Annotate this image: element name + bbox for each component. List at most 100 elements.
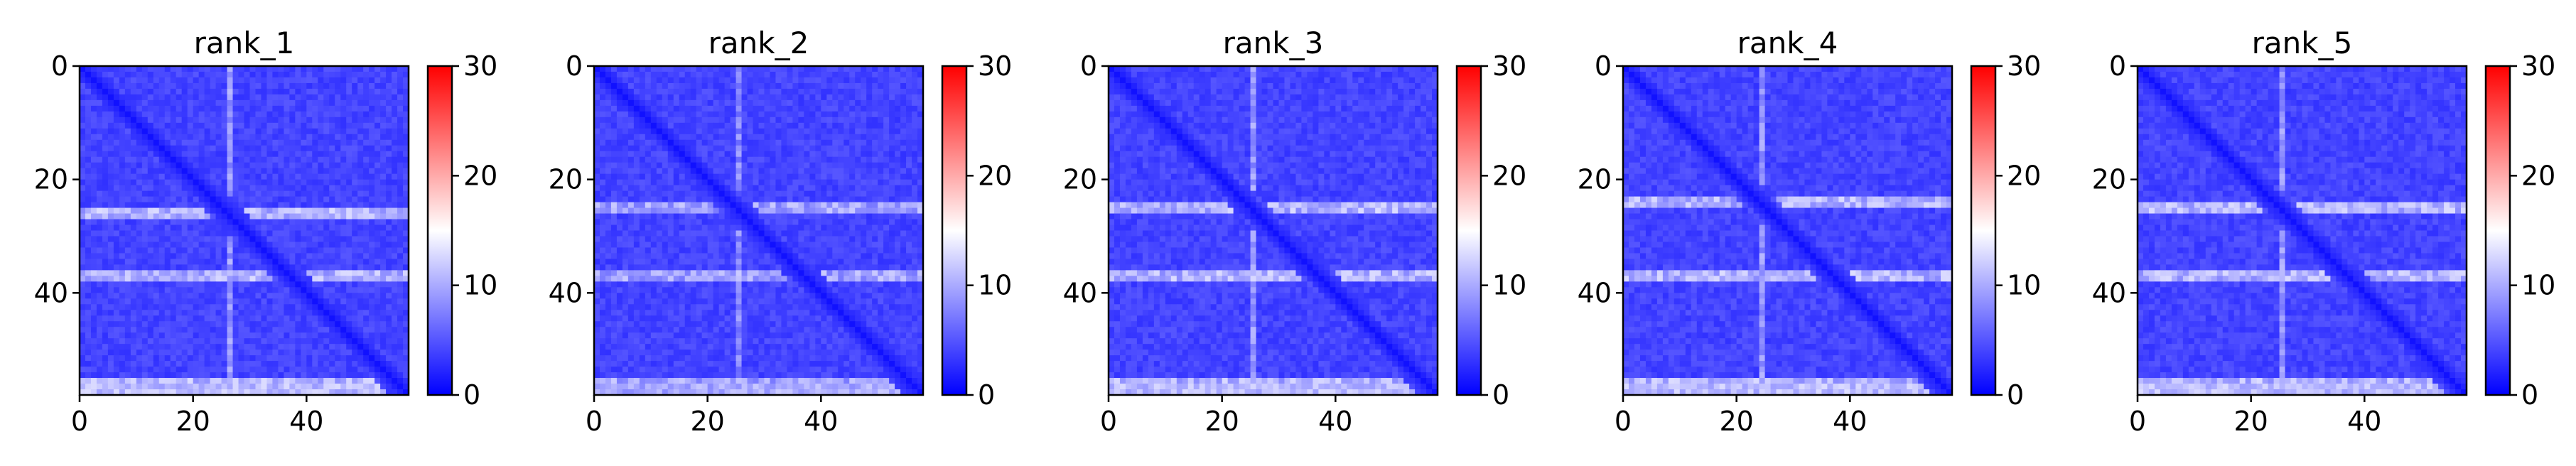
heatmap-cell bbox=[329, 298, 335, 305]
heatmap-cell bbox=[261, 145, 268, 152]
heatmap-cell bbox=[397, 134, 404, 141]
heatmap-cell bbox=[261, 224, 268, 232]
heatmap-cell bbox=[204, 71, 211, 78]
heatmap-cell bbox=[312, 361, 318, 367]
heatmap-cell bbox=[102, 207, 109, 215]
heatmap-cell bbox=[119, 236, 126, 243]
heatmap-cell bbox=[198, 372, 205, 379]
heatmap-cell bbox=[210, 367, 217, 373]
heatmap-cell bbox=[403, 253, 409, 260]
heatmap-cell bbox=[730, 111, 737, 118]
heatmap-cell bbox=[357, 332, 364, 339]
heatmap-cell bbox=[164, 207, 171, 215]
heatmap-cell bbox=[221, 230, 228, 237]
heatmap-cell bbox=[306, 213, 313, 220]
heatmap-cell bbox=[170, 389, 177, 396]
heatmap-cell bbox=[244, 219, 251, 226]
heatmap-cell bbox=[335, 173, 341, 180]
heatmap-cell bbox=[232, 202, 239, 209]
heatmap-cell bbox=[198, 179, 205, 186]
heatmap-cell bbox=[403, 350, 409, 356]
heatmap-cell bbox=[696, 88, 703, 95]
heatmap-cell bbox=[249, 264, 257, 271]
heatmap-cell bbox=[176, 372, 183, 379]
heatmap-cell bbox=[193, 202, 200, 209]
heatmap-cell bbox=[741, 139, 748, 146]
heatmap-cell bbox=[80, 173, 86, 180]
heatmap-cell bbox=[119, 139, 126, 146]
heatmap-cell bbox=[278, 116, 284, 124]
heatmap-cell bbox=[244, 111, 251, 118]
heatmap-cell bbox=[346, 179, 352, 186]
heatmap-cell bbox=[158, 77, 166, 84]
heatmap-cell bbox=[340, 185, 347, 192]
heatmap-cell bbox=[215, 224, 222, 232]
heatmap-cell bbox=[255, 389, 262, 396]
heatmap-cell bbox=[147, 71, 154, 78]
heatmap-cell bbox=[374, 179, 381, 186]
heatmap-cell bbox=[170, 105, 177, 112]
heatmap-cell bbox=[176, 321, 183, 327]
heatmap-cell bbox=[764, 88, 771, 95]
heatmap-cell bbox=[900, 111, 907, 118]
heatmap-cell bbox=[340, 219, 347, 226]
heatmap-cell bbox=[284, 264, 290, 271]
heatmap-cell bbox=[352, 145, 358, 152]
heatmap-cell bbox=[764, 139, 771, 146]
heatmap-cell bbox=[158, 151, 166, 158]
heatmap-cell bbox=[215, 253, 222, 260]
heatmap-cell bbox=[335, 196, 341, 203]
heatmap-cell bbox=[141, 168, 149, 175]
heatmap-cell bbox=[650, 66, 657, 72]
heatmap-cell bbox=[261, 355, 268, 362]
heatmap-cell bbox=[272, 156, 279, 163]
heatmap-cell bbox=[102, 151, 109, 158]
heatmap-cell bbox=[374, 389, 381, 396]
heatmap-cell bbox=[329, 128, 335, 135]
heatmap-cell bbox=[804, 139, 810, 146]
heatmap-cell bbox=[380, 327, 387, 333]
heatmap-cell bbox=[798, 139, 804, 146]
heatmap-cell bbox=[363, 338, 370, 345]
heatmap-cell bbox=[787, 156, 793, 163]
heatmap-cell bbox=[215, 367, 222, 373]
heatmap-cell bbox=[318, 162, 324, 169]
heatmap-cell bbox=[770, 128, 777, 135]
heatmap-cell bbox=[136, 94, 143, 101]
heatmap-cell bbox=[301, 71, 307, 78]
heatmap-cell bbox=[866, 190, 873, 197]
heatmap-cell bbox=[124, 185, 131, 192]
heatmap-cell bbox=[204, 77, 211, 84]
heatmap-cell bbox=[80, 207, 86, 215]
heatmap-cell bbox=[204, 207, 211, 215]
heatmap-cell bbox=[826, 156, 833, 163]
heatmap-cell bbox=[792, 134, 799, 141]
heatmap-cell bbox=[650, 179, 657, 186]
heatmap-cell bbox=[662, 77, 669, 84]
heatmap-cell bbox=[153, 338, 160, 345]
heatmap-cell bbox=[690, 190, 697, 197]
heatmap-cell bbox=[889, 66, 895, 72]
heatmap-cell bbox=[374, 207, 381, 215]
heatmap-cell bbox=[804, 71, 810, 78]
heatmap-cell bbox=[832, 77, 839, 84]
heatmap-cell bbox=[352, 179, 358, 186]
heatmap-cell bbox=[170, 202, 177, 209]
heatmap-cell bbox=[113, 298, 120, 305]
heatmap-cell bbox=[889, 139, 895, 146]
heatmap-cell bbox=[187, 389, 194, 396]
heatmap-cell bbox=[124, 213, 131, 220]
heatmap-cell bbox=[176, 207, 183, 215]
heatmap-cell bbox=[380, 77, 387, 84]
heatmap-cell bbox=[124, 293, 131, 299]
heatmap-cell bbox=[770, 219, 777, 226]
heatmap-cell bbox=[323, 196, 330, 203]
heatmap-cell bbox=[369, 134, 375, 141]
heatmap-cell bbox=[645, 207, 652, 215]
heatmap-cell bbox=[357, 128, 364, 135]
heatmap-cell bbox=[284, 230, 290, 237]
heatmap-cell bbox=[249, 389, 257, 396]
heatmap-cell bbox=[158, 378, 166, 384]
heatmap-cell bbox=[713, 207, 720, 215]
heatmap-cell bbox=[650, 71, 657, 78]
